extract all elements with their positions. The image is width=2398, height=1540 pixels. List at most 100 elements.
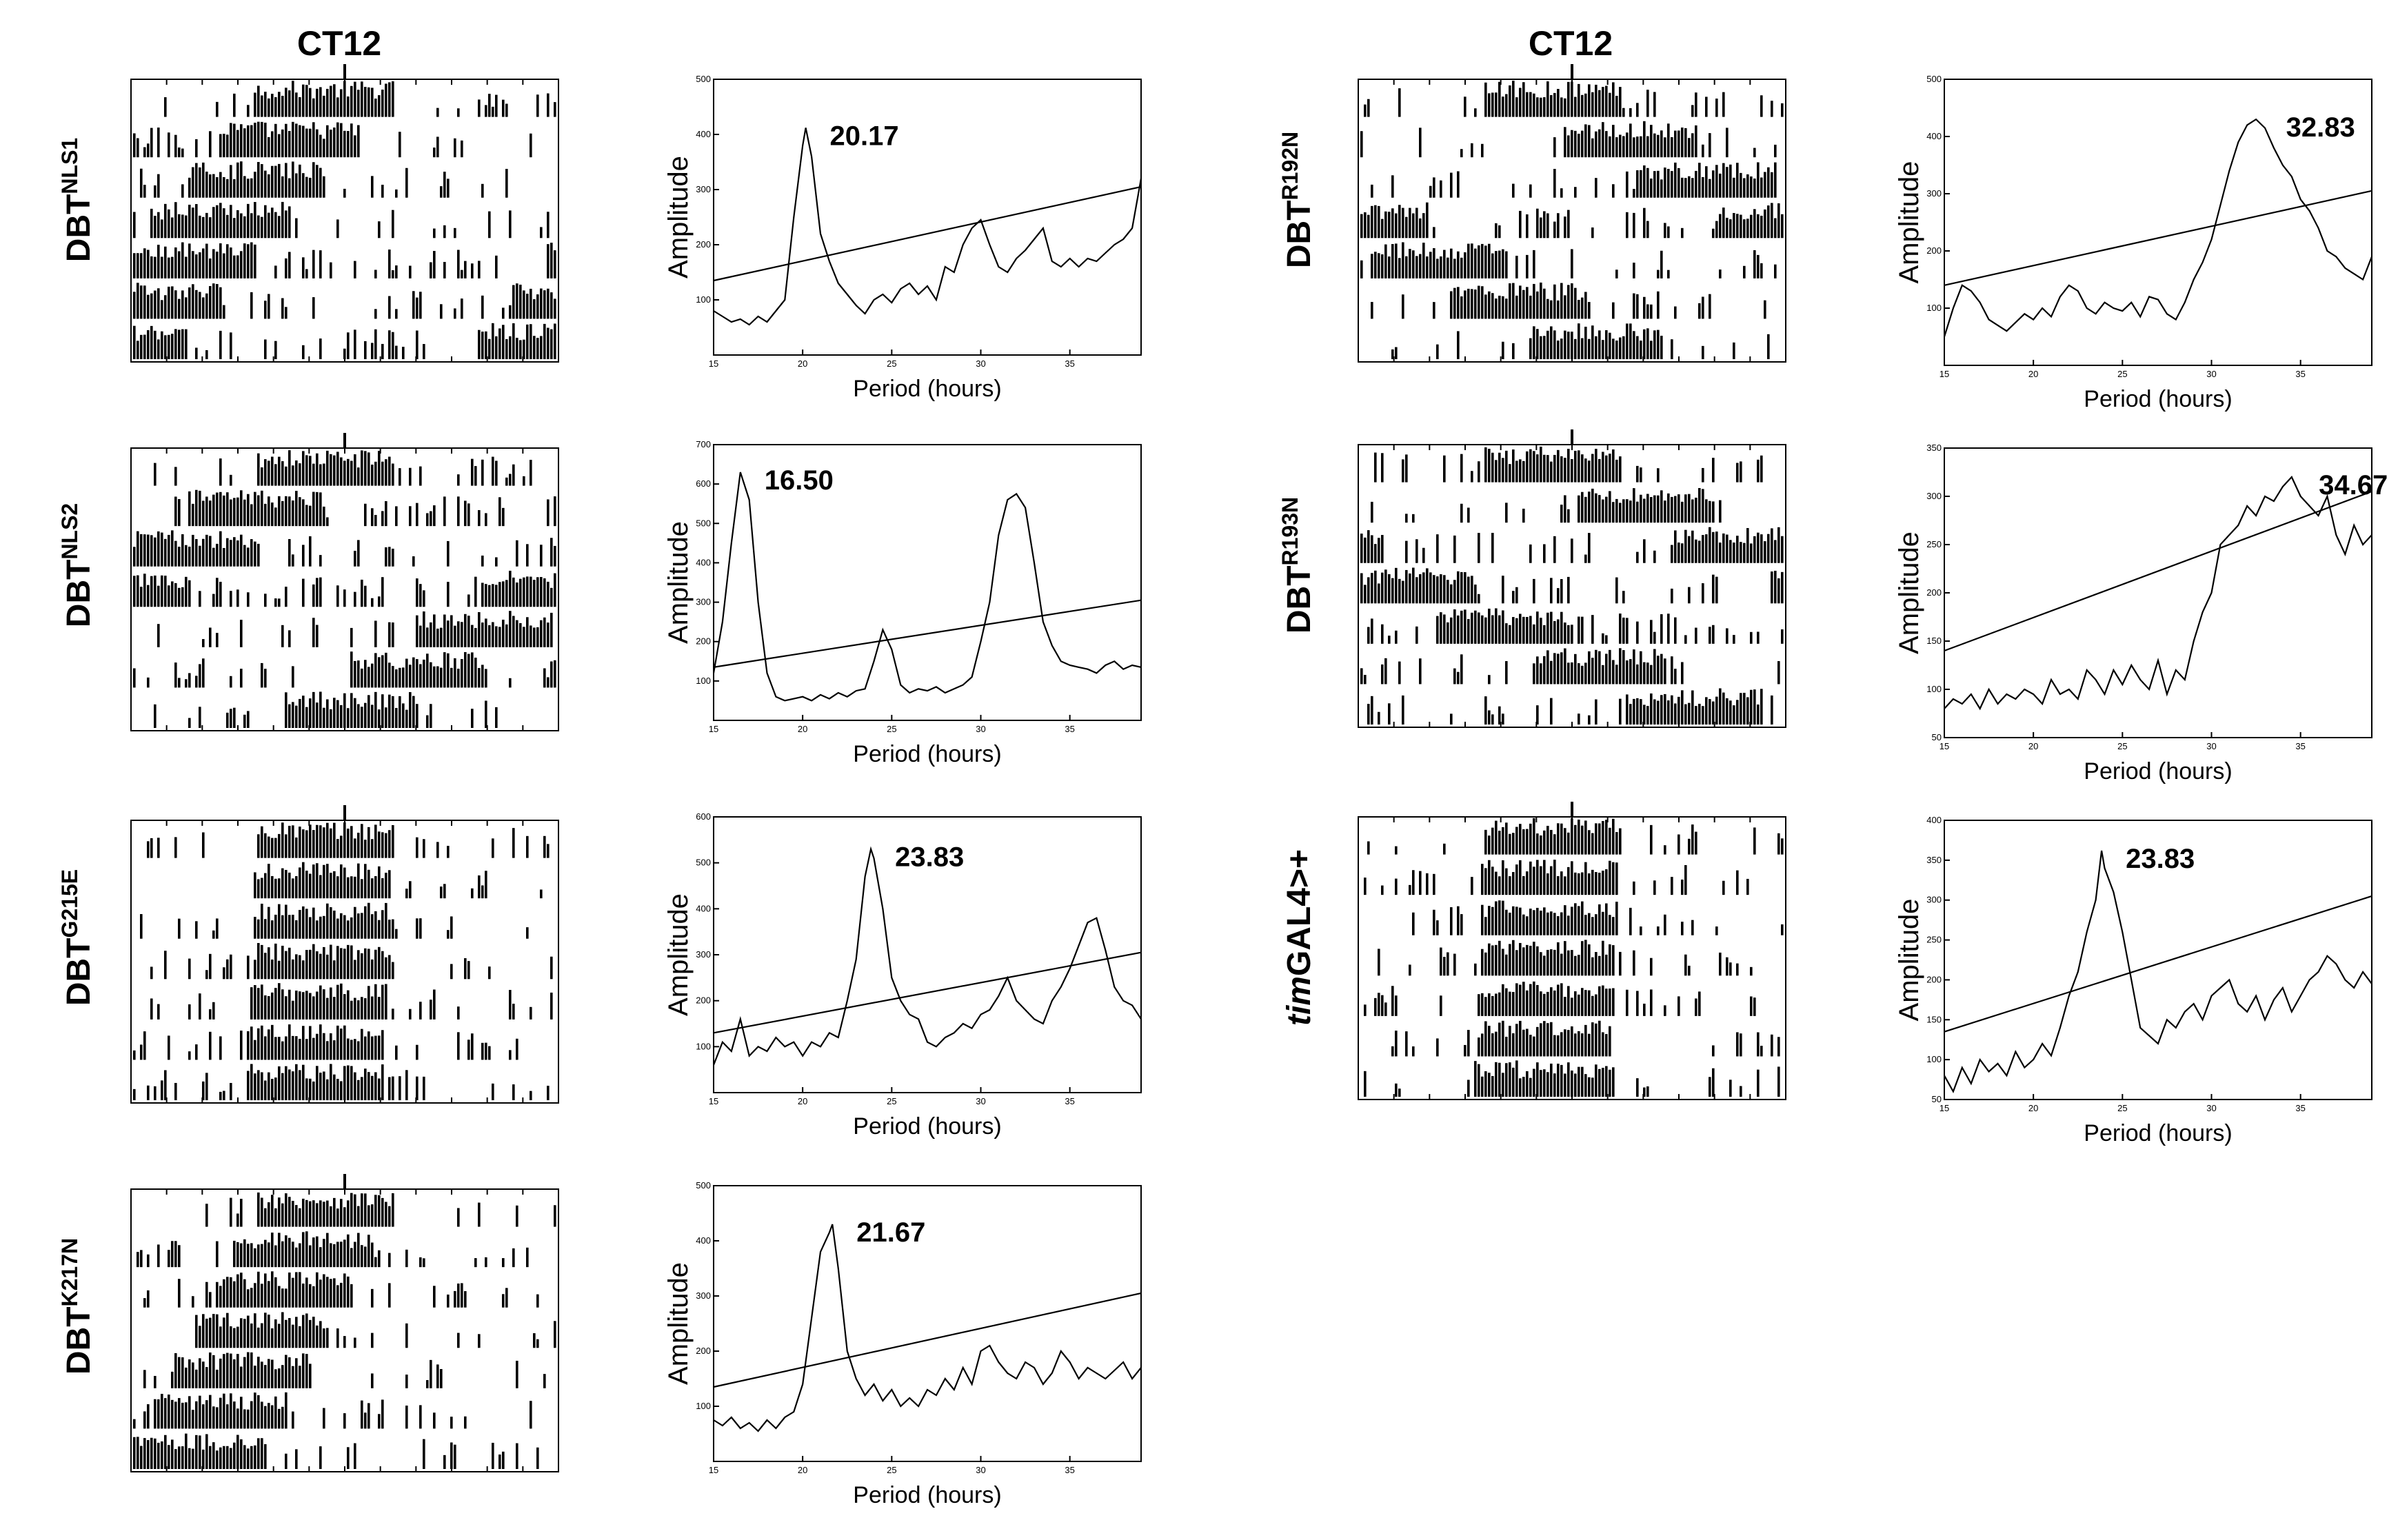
activity-bar (161, 1441, 163, 1469)
activity-bar (1760, 215, 1763, 239)
activity-bar (347, 458, 350, 486)
activity-bar (264, 1036, 267, 1060)
activity-bar (157, 288, 160, 319)
activity-bar (543, 668, 546, 688)
activity-bar (547, 327, 550, 359)
activity-bar (192, 207, 194, 239)
activity-bar (1633, 488, 1635, 523)
activity-bar (1584, 990, 1587, 1016)
activity-bar (264, 953, 267, 980)
activity-bar (209, 1031, 212, 1060)
activity-bar (1722, 207, 1725, 239)
activity-bar (1491, 253, 1494, 278)
activity-bar (309, 1284, 312, 1308)
activity-bar (1771, 695, 1773, 725)
activity-bar (1702, 489, 1704, 523)
activity-bar (1381, 995, 1384, 1016)
activity-bar (1360, 214, 1363, 239)
activity-bar (1612, 82, 1615, 117)
activity-bar (302, 1064, 305, 1100)
activity-bar (226, 214, 229, 239)
activity-bar (299, 1326, 301, 1348)
activity-bar (1640, 467, 1642, 483)
activity-bar (247, 203, 250, 239)
activity-bar (257, 988, 260, 1020)
activity-bar (264, 873, 267, 899)
activity-bar (416, 1076, 419, 1100)
activity-bar (168, 1445, 170, 1469)
activity-bar (309, 993, 312, 1020)
activity-bar (485, 331, 487, 359)
activity-bar (288, 206, 291, 239)
activity-bar (388, 456, 391, 486)
x-tick-label: 20 (2028, 369, 2038, 379)
activity-bar (1736, 963, 1739, 976)
activity-bar (336, 1242, 339, 1268)
activity-bar (457, 1333, 460, 1348)
activity-bar (1622, 650, 1625, 685)
activity-bar (1467, 576, 1470, 604)
activity-bar (1529, 1077, 1532, 1097)
activity-bar (347, 877, 350, 899)
activity-bar (1371, 573, 1373, 604)
activity-bar (1460, 257, 1463, 278)
activity-bar (164, 97, 167, 117)
activity-bar (1695, 706, 1697, 725)
activity-bar (1771, 203, 1773, 239)
activity-bar (1729, 700, 1732, 725)
activity-bar (1688, 176, 1691, 198)
activity-bar (1567, 832, 1570, 855)
activity-bar (188, 1359, 191, 1388)
activity-bar (1588, 913, 1591, 935)
activity-bar (547, 499, 550, 527)
activity-bar (1612, 449, 1615, 483)
activity-bar (1574, 955, 1577, 976)
activity-bar (347, 1234, 350, 1268)
activity-bar (357, 467, 360, 486)
activity-bar (395, 669, 398, 688)
activity-bar (347, 990, 350, 1020)
activity-bar (467, 503, 470, 527)
activity-bar (540, 227, 543, 239)
activity-bar (498, 328, 501, 359)
activity-bar (326, 1041, 329, 1060)
activity-bar (343, 348, 346, 359)
activity-bar (150, 576, 153, 607)
activity-bar (443, 496, 446, 527)
activity-bar (288, 252, 291, 278)
activity-bar (364, 1193, 367, 1227)
activity-bar (1529, 449, 1532, 483)
activity-bar (495, 460, 498, 486)
activity-bar (305, 455, 308, 486)
activity-bar (1529, 544, 1532, 563)
activity-bar (519, 622, 522, 647)
activity-bar (1746, 878, 1749, 895)
activity-bar (1667, 123, 1670, 158)
activity-bar (536, 94, 539, 117)
activity-bar (285, 587, 288, 607)
activity-bar (1502, 949, 1504, 976)
activity-bar (371, 705, 374, 728)
activity-bar (278, 833, 281, 858)
activity-bar (447, 540, 450, 567)
activity-bar (1781, 571, 1784, 604)
activity-bar (1567, 332, 1570, 359)
x-axis-label: Period (hours) (2084, 386, 2232, 412)
activity-bar (1726, 534, 1729, 563)
activity-bar (1471, 471, 1473, 483)
activity-bar (333, 127, 336, 158)
x-axis-label: Period (hours) (853, 1482, 1001, 1508)
activity-bar (350, 1040, 353, 1060)
activity-bar (333, 960, 336, 980)
y-tick-label: 100 (696, 1041, 711, 1051)
activity-bar (271, 1024, 274, 1060)
activity-bar (309, 536, 312, 567)
activity-bar (281, 201, 284, 239)
activity-bar (1615, 832, 1618, 855)
activity-bar (1560, 97, 1563, 117)
activity-bar (1567, 135, 1570, 158)
activity-bar (1602, 1032, 1604, 1057)
activity-bar (143, 334, 146, 359)
activity-bar (140, 913, 143, 939)
activity-bar (1484, 82, 1487, 117)
